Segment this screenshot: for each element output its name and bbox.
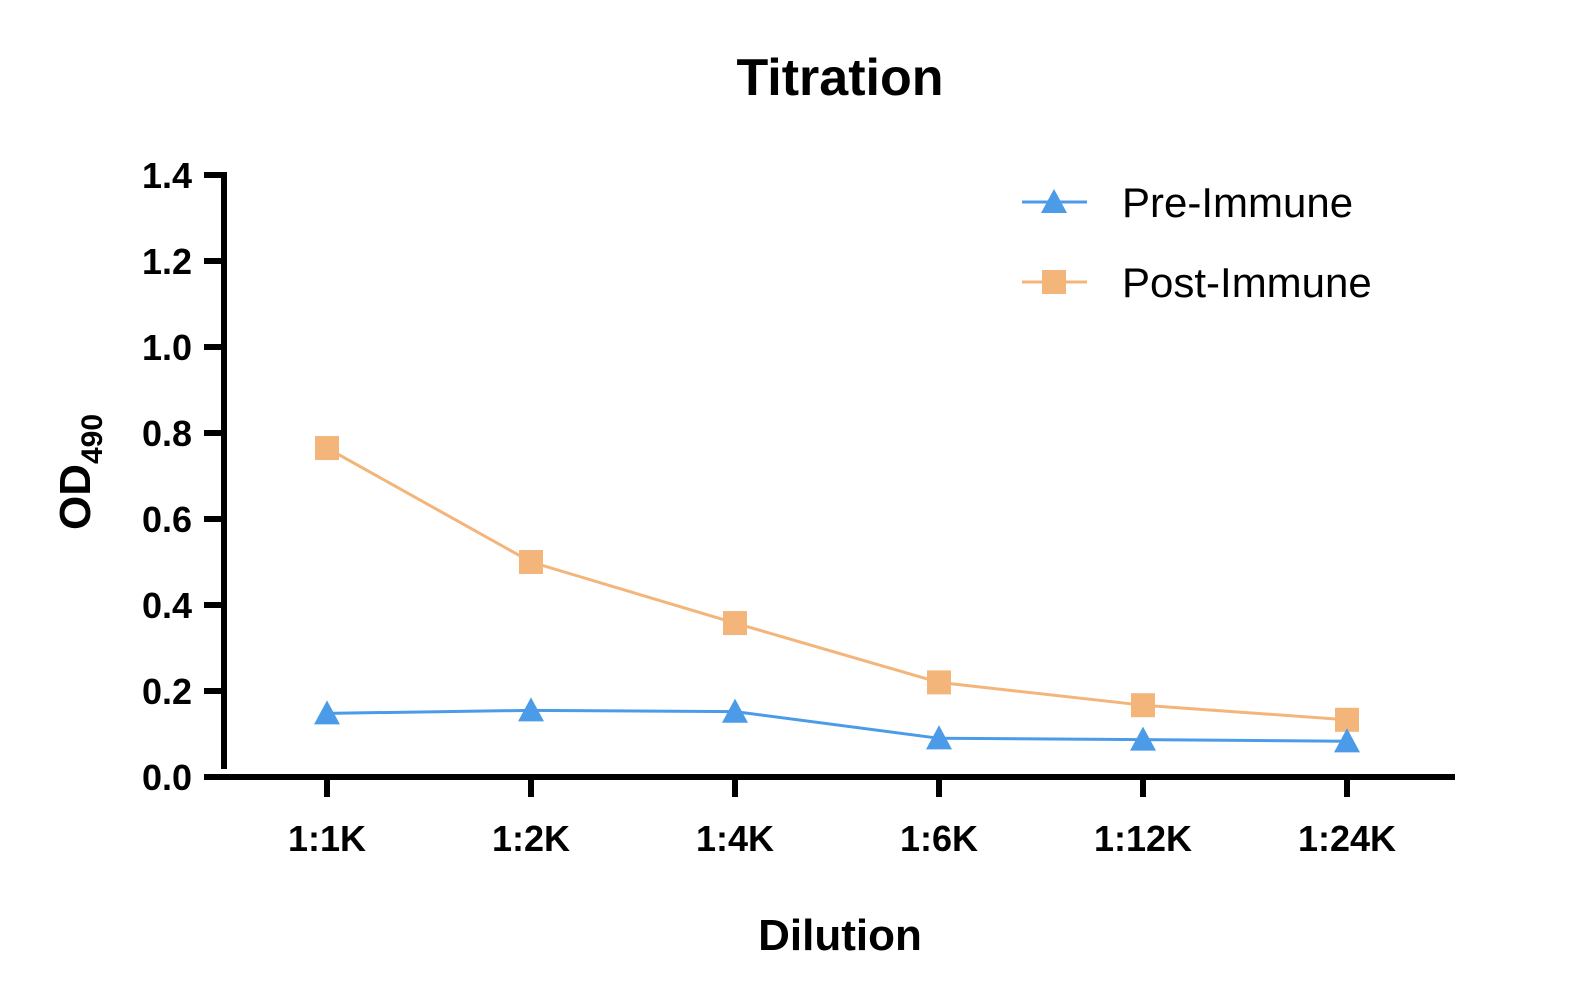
y-tick-label: 0.8 [142, 413, 192, 454]
series-post-immune [315, 436, 1359, 732]
series-pre-immune [314, 697, 1360, 753]
y-axis-title: OD490 [51, 414, 109, 530]
chart-title: Titration [736, 49, 943, 107]
data-point [1131, 693, 1155, 718]
y-tick-label: 1.0 [142, 327, 192, 368]
data-point [1130, 726, 1156, 751]
y-axis-title-main: OD [51, 464, 100, 530]
legend-marker [1042, 270, 1066, 294]
x-tick-label: 1:6K [900, 818, 978, 859]
data-point [518, 697, 544, 722]
x-tick-label: 1:12K [1094, 818, 1192, 859]
y-tick-label: 0.6 [142, 499, 192, 540]
series-line [326, 446, 1348, 722]
x-ticks: 1:1K 1:2K 1:4K 1:6K 1:12K 1:24K [288, 777, 1396, 859]
data-point [519, 550, 543, 574]
legend-item: Post-Immune [1022, 259, 1372, 306]
data-point [315, 436, 339, 461]
x-axis-title: Dilution [758, 911, 922, 960]
legend-marker [1041, 189, 1067, 214]
series-layer [314, 436, 1360, 753]
y-tick-label: 1.4 [142, 155, 192, 196]
y-tick-label: 1.2 [142, 241, 192, 282]
y-tick-label: 0.2 [142, 671, 192, 712]
data-point [314, 700, 340, 725]
y-tick-label: 0.0 [142, 757, 192, 798]
data-point [723, 611, 747, 636]
x-tick-label: 1:4K [696, 818, 774, 859]
series-line [326, 708, 1348, 743]
y-axis-title-subscript: 490 [76, 414, 109, 464]
data-point [926, 725, 952, 750]
y-tick-label: 0.4 [142, 585, 192, 626]
data-point [927, 670, 951, 695]
axes [221, 172, 1455, 780]
y-ticks: 0.0 0.2 0.4 0.6 0.8 1.0 1.2 1.4 [142, 155, 224, 798]
data-point [722, 698, 748, 723]
x-tick-label: 1:2K [492, 818, 570, 859]
x-tick-label: 1:24K [1298, 818, 1396, 859]
data-point [1334, 728, 1360, 753]
data-point [1335, 707, 1359, 732]
legend: Pre-Immune Post-Immune [1022, 179, 1372, 306]
legend-label: Pre-Immune [1122, 179, 1353, 226]
x-tick-label: 1:1K [288, 818, 366, 859]
legend-label: Post-Immune [1122, 259, 1372, 306]
legend-item: Pre-Immune [1022, 179, 1353, 226]
